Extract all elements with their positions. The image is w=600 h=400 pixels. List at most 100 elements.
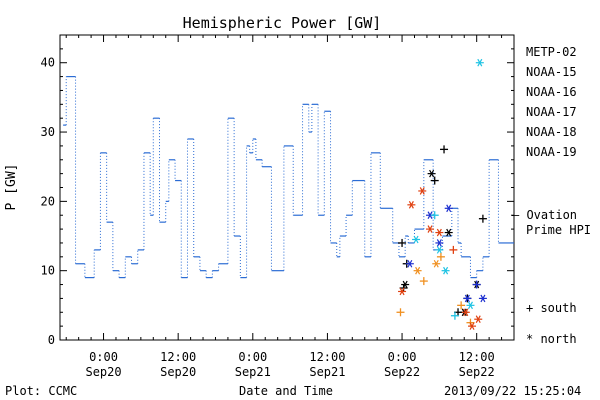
noaa-19-north-point	[435, 228, 444, 237]
noaa-19-north-point	[418, 187, 427, 195]
marker-stroke	[433, 259, 439, 268]
marker-stroke	[463, 308, 469, 317]
marker-stroke	[429, 169, 435, 178]
x-tick-label-time: 12:00	[160, 350, 196, 364]
marker-stroke	[443, 266, 449, 275]
marker-stroke	[436, 228, 442, 237]
noaa-19-north-point	[474, 315, 483, 324]
noaa-16-south-point	[450, 311, 459, 320]
marker-stroke	[427, 225, 433, 233]
y-axis-label: P [GW]	[4, 164, 19, 211]
legend-entry-metp-02: METP-02	[526, 45, 577, 59]
satellite-markers	[396, 58, 487, 330]
x-tick-label-time: 0:00	[238, 350, 267, 364]
noaa-18-south-point	[436, 252, 445, 261]
marker-stroke	[427, 211, 433, 220]
x-tick-label-date: Sep22	[384, 365, 420, 379]
noaa-15-south-point	[472, 280, 481, 289]
x-tick-label-date: Sep21	[235, 365, 271, 379]
legend-entry-noaa-17: NOAA-17	[526, 105, 577, 119]
north-marker-legend: * north	[526, 332, 577, 346]
noaa-18-south-point	[457, 301, 466, 310]
ovation-hpi-series	[63, 75, 514, 279]
x-axis-ticks: 0:00Sep2012:00Sep200:00Sep2112:00Sep210:…	[65, 35, 515, 379]
legend: METP-02 NOAA-15 NOAA-16 NOAA-17 NOAA-18 NOAA-…	[526, 45, 577, 159]
metp-02-north-point	[444, 228, 453, 237]
noaa-18-south-point	[396, 308, 405, 317]
marker-stroke	[419, 187, 425, 195]
metp-02-south-point	[440, 145, 449, 154]
x-tick-label-date: Sep20	[85, 365, 121, 379]
y-tick-label: 0	[48, 333, 55, 347]
marker-stroke	[464, 294, 470, 303]
ovation-legend: — Ovation Prime HPI	[512, 208, 591, 237]
x-tick-label-time: 0:00	[89, 350, 118, 364]
metp-02-south-point	[478, 214, 487, 223]
marker-stroke	[407, 259, 413, 268]
marker-stroke	[469, 322, 475, 330]
y-tick-label: 30	[41, 125, 55, 139]
noaa-19-north-point	[461, 308, 470, 317]
noaa-15-north-point	[444, 204, 453, 213]
marker-stroke	[415, 266, 421, 275]
legend-entry-noaa-16: NOAA-16	[526, 85, 577, 99]
y-axis-ticks: 0 10 20 30 40	[41, 48, 514, 347]
marker-stroke	[402, 280, 408, 289]
noaa-15-north-point	[405, 259, 414, 268]
ovation-legend-line2: Prime HPI	[526, 223, 591, 237]
south-marker-legend: + south	[526, 301, 577, 315]
legend-entry-noaa-19: NOAA-19	[526, 145, 577, 159]
marker-stroke	[399, 287, 405, 296]
x-tick-label-time: 12:00	[309, 350, 345, 364]
metp-02-south-point	[398, 238, 407, 247]
marker-stroke	[475, 315, 481, 324]
noaa-16-north-point	[441, 266, 450, 275]
noaa-16-south-point	[430, 211, 439, 220]
plot-frame	[59, 34, 515, 341]
metp-02-south-point	[430, 176, 439, 185]
noaa-15-north-point	[435, 239, 444, 247]
x-tick-label-time: 12:00	[459, 350, 495, 364]
x-axis-label: Date and Time	[239, 384, 333, 398]
noaa-16-north-point	[435, 246, 444, 254]
x-tick-label-time: 0:00	[388, 350, 417, 364]
metp-02-north-point	[427, 169, 436, 178]
plot-source: Plot: CCMC	[5, 384, 77, 398]
x-tick-label-date: Sep22	[459, 365, 495, 379]
noaa-16-north-point	[412, 235, 421, 244]
chart-title: Hemispheric Power [GW]	[183, 14, 382, 32]
metp-02-north-point	[401, 280, 410, 289]
marker-stroke	[446, 204, 452, 213]
marker-stroke	[446, 228, 452, 237]
marker-stroke	[408, 201, 414, 209]
noaa-15-north-point	[463, 294, 472, 303]
plot-timestamp: 2013/09/22 15:25:04	[444, 384, 581, 398]
marker-stroke	[480, 294, 486, 303]
marker-stroke	[413, 235, 419, 244]
noaa-15-north-point	[478, 294, 487, 303]
legend-entry-noaa-15: NOAA-15	[526, 65, 577, 79]
ovation-legend-line1: — Ovation	[512, 208, 577, 222]
marker-stroke	[436, 239, 442, 247]
marker-stroke	[477, 58, 483, 67]
noaa-16-north-point	[475, 58, 484, 67]
noaa-19-north-point	[426, 225, 435, 233]
noaa-18-south-point	[419, 277, 428, 286]
noaa-19-north-point	[468, 322, 477, 330]
noaa-19-south-point	[449, 245, 458, 254]
y-tick-label: 10	[41, 264, 55, 278]
y-tick-label: 40	[41, 56, 55, 70]
x-tick-label-date: Sep20	[160, 365, 196, 379]
marker-stroke	[467, 301, 473, 310]
x-tick-label-date: Sep21	[309, 365, 345, 379]
noaa-18-north-point	[413, 266, 422, 275]
noaa-19-north-point	[398, 287, 407, 296]
marker-stroke	[436, 246, 442, 254]
y-tick-label: 20	[41, 194, 55, 208]
legend-entry-noaa-18: NOAA-18	[526, 125, 577, 139]
noaa-16-north-point	[466, 301, 475, 310]
noaa-19-north-point	[407, 201, 416, 209]
noaa-18-north-point	[432, 259, 441, 268]
